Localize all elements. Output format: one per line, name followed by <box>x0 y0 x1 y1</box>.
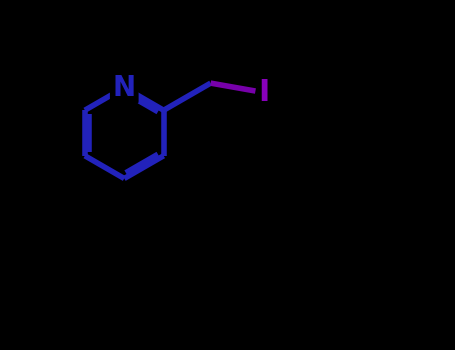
Text: I: I <box>258 78 270 107</box>
Text: N: N <box>113 74 136 102</box>
